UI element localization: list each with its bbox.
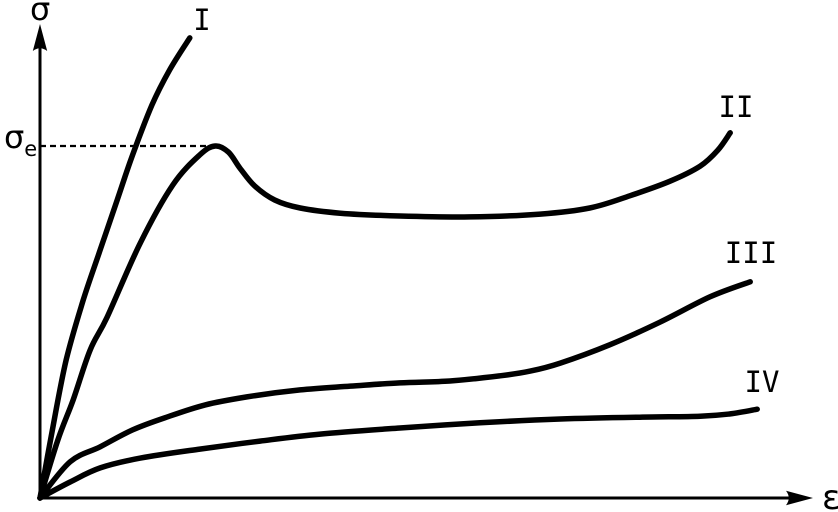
curve-IV bbox=[37, 406, 760, 501]
y-axis-arrowhead bbox=[32, 24, 48, 51]
curve-I bbox=[37, 35, 193, 501]
curve-label-I: I bbox=[193, 3, 210, 37]
yield-stress-label: σe bbox=[4, 118, 37, 161]
axes bbox=[32, 24, 813, 506]
y-axis-label: σ bbox=[30, 0, 50, 28]
curve-label-II: II bbox=[719, 90, 754, 124]
yield-stress-label-subscript: e bbox=[24, 137, 37, 161]
x-axis-label: ε bbox=[822, 478, 838, 512]
curve-label-III: III bbox=[725, 236, 777, 270]
curves-group bbox=[37, 35, 760, 501]
x-axis-arrowhead bbox=[786, 490, 813, 506]
yield-stress-label-main: σ bbox=[4, 118, 24, 156]
curve-II bbox=[37, 130, 733, 501]
curve-label-IV: IV bbox=[745, 365, 780, 399]
curve-III bbox=[37, 279, 753, 501]
